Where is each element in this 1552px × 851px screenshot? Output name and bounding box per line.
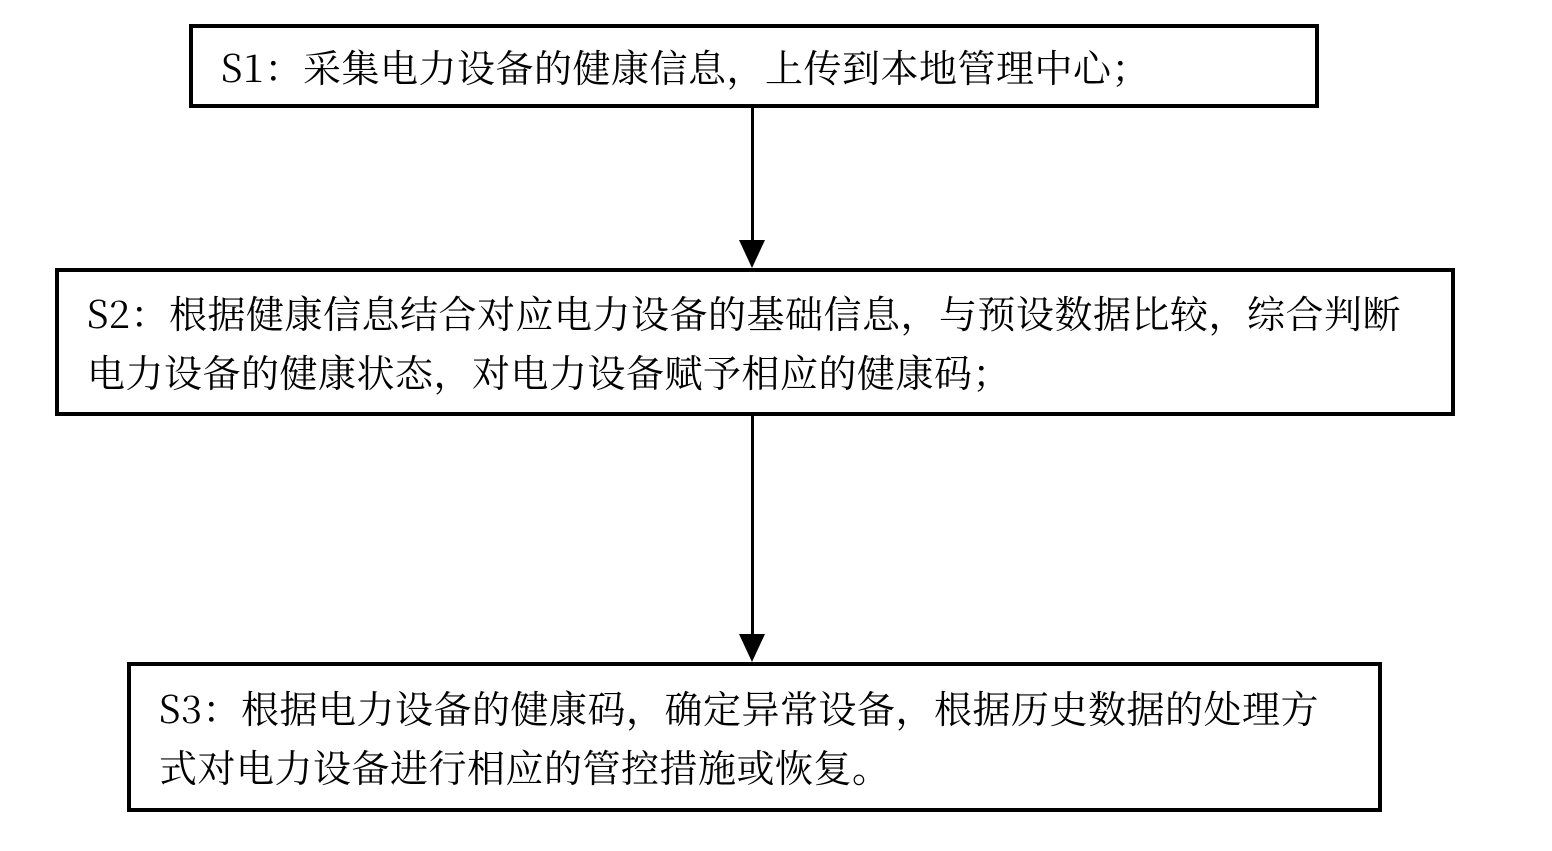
flow-node-s1: S1：采集电力设备的健康信息，上传到本地管理中心； [189, 24, 1319, 108]
flow-arrow-2-line [751, 416, 754, 634]
flow-node-s2-text: S2：根据健康信息结合对应电力设备的基础信息，与预设数据比较，综合判断电力设备的… [87, 283, 1423, 401]
flow-node-s3: S3：根据电力设备的健康码，确定异常设备，根据历史数据的处理方式对电力设备进行相… [127, 662, 1382, 812]
flowchart-canvas: S1：采集电力设备的健康信息，上传到本地管理中心； S2：根据健康信息结合对应电… [0, 0, 1552, 851]
flow-node-s2: S2：根据健康信息结合对应电力设备的基础信息，与预设数据比较，综合判断电力设备的… [55, 268, 1455, 416]
flow-node-s3-text: S3：根据电力设备的健康码，确定异常设备，根据历史数据的处理方式对电力设备进行相… [159, 678, 1350, 796]
flow-arrow-2-head [739, 634, 765, 662]
flow-arrow-1-head [739, 240, 765, 268]
flow-node-s1-text: S1：采集电力设备的健康信息，上传到本地管理中心； [221, 37, 1150, 96]
flow-arrow-1-line [751, 108, 754, 240]
